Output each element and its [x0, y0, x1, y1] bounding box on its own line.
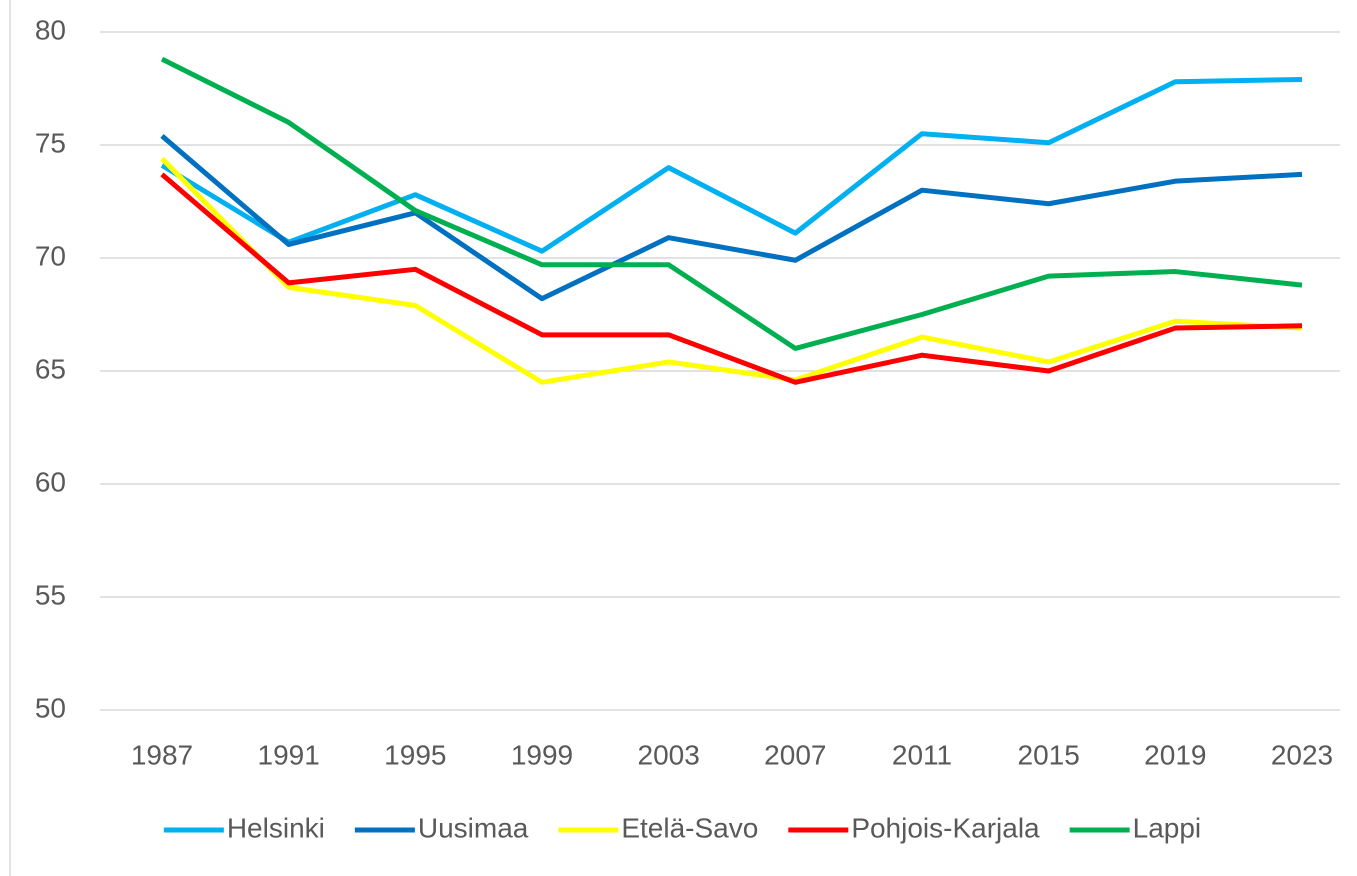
- x-tick-label: 1991: [258, 739, 320, 770]
- series-line: [160, 172, 1303, 385]
- y-tick-label: 80: [35, 14, 66, 45]
- x-tick-label: 2019: [1144, 739, 1206, 770]
- legend-label: Pohjois-Karjala: [851, 812, 1040, 843]
- x-tick-label: 2007: [764, 739, 826, 770]
- x-tick-label: 2011: [892, 739, 952, 770]
- series-line: [160, 156, 1303, 385]
- chart-frame: [9, 0, 1357, 876]
- legend-label: Helsinki: [227, 812, 325, 843]
- y-tick-label: 60: [35, 466, 66, 497]
- y-tick-label: 50: [35, 692, 66, 723]
- y-tick-label: 65: [35, 353, 66, 384]
- x-tick-label: 1999: [511, 739, 573, 770]
- series-line: [160, 56, 1303, 351]
- y-tick-label: 75: [35, 127, 66, 158]
- x-tick-label: 2023: [1271, 739, 1333, 770]
- x-tick-label: 2015: [1018, 739, 1080, 770]
- legend-label: Uusimaa: [418, 812, 529, 843]
- legend-label: Lappi: [1133, 812, 1202, 843]
- y-tick-label: 70: [35, 240, 66, 271]
- y-tick-label: 55: [35, 579, 66, 610]
- x-tick-label: 1995: [384, 739, 446, 770]
- series-line: [160, 134, 1303, 302]
- series-line: [160, 76, 1303, 254]
- x-tick-label: 1987: [131, 739, 193, 770]
- legend-label: Etelä-Savo: [621, 812, 758, 843]
- x-tick-label: 2003: [638, 739, 700, 770]
